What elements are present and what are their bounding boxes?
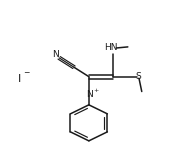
Text: N: N [86, 91, 93, 100]
Text: N: N [52, 50, 59, 59]
Text: +: + [93, 88, 99, 93]
Text: S: S [136, 72, 142, 81]
Text: I: I [18, 74, 21, 84]
Text: HN: HN [104, 43, 118, 52]
Text: −: − [23, 68, 30, 77]
